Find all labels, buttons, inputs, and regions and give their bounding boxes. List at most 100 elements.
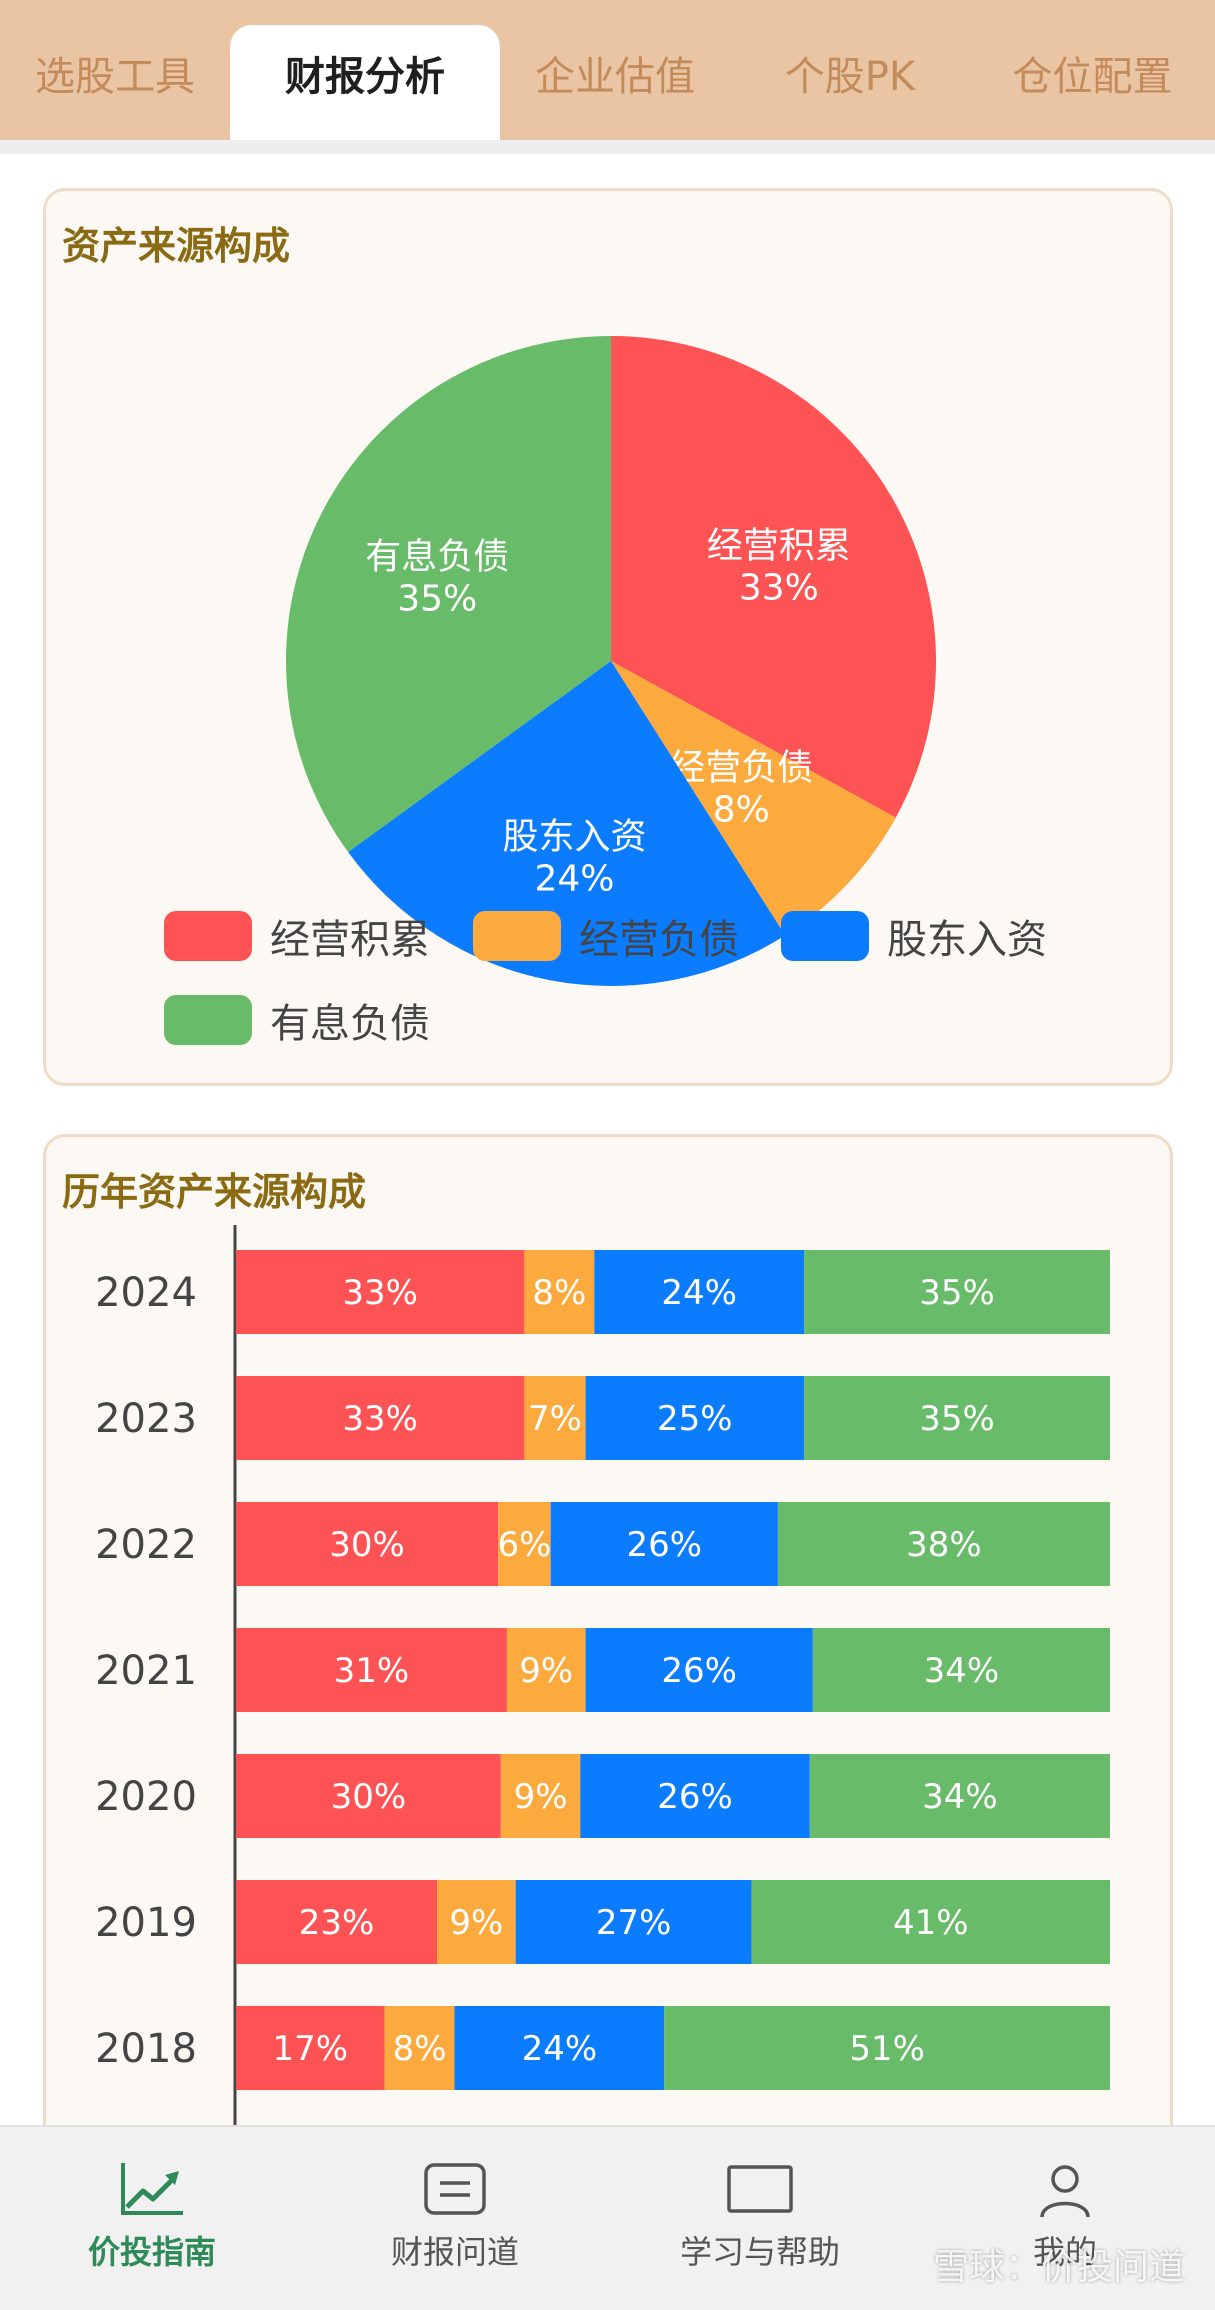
bar-segment[interactable] [236,1754,501,1838]
legend-item-interest-bearing-debt[interactable]: 有息负债 [164,991,430,1049]
nav-item-profile[interactable]: 我的 [935,2127,1195,2310]
bar-segment[interactable] [524,1376,586,1460]
bar-segment-value-label: 25% [657,1399,733,1439]
bar-segment-value-label: 8% [532,1273,586,1313]
bar-segment[interactable] [751,1880,1110,1964]
bar-segment-value-label: 34% [924,1651,1000,1691]
bar-segment[interactable] [580,1754,810,1838]
bar-segment-value-label: 9% [519,1651,573,1691]
bar-segment[interactable] [812,1628,1110,1712]
pie-slice[interactable] [611,336,937,818]
bar-segment[interactable] [550,1502,778,1586]
bar-segment-value-label: 41% [893,1903,969,1943]
bar-segment-value-label: 17% [273,2029,349,2069]
bar-segment-value-label: 30% [329,1525,405,1565]
bar-segment[interactable] [384,2006,455,2090]
bar-segment[interactable] [777,1502,1110,1586]
user-icon [1040,2165,1090,2218]
watermark: 雪球：价投问道 [932,2247,1185,2288]
legend-item-operating-liabilities[interactable]: 经营负债 [473,907,739,965]
legend-item-operating-accumulation[interactable]: 经营积累 [164,907,430,965]
tab-position-allocation[interactable]: 仓位配置 [970,25,1215,140]
year-tick-label: 2023 [95,1396,197,1442]
pie-slice-name-label: 股东入资 [502,817,646,858]
tab-label: 财报分析 [285,53,445,100]
bar-segment-value-label: 26% [657,1777,733,1817]
nav-item-learning-help[interactable]: 学习与帮助 [630,2127,890,2310]
bar-segment[interactable] [454,2006,665,2090]
bar-segment[interactable] [500,1754,581,1838]
bar-segment[interactable] [236,1250,525,1334]
stacked-bar-chart: 2024 33% 8% 24% 35% 2023 33% 7% 25% 35% 2022 30% 6% 2… [95,1225,1110,2157]
tab-stock-picker[interactable]: 选股工具 [0,25,230,140]
nav-item-value-guide[interactable]: 价投指南 [22,2127,282,2310]
bar-segment[interactable] [664,2006,1110,2090]
pie-slice[interactable] [286,336,611,853]
bar-segment[interactable] [236,1880,438,1964]
bar-segment-value-label: 9% [449,1903,503,1943]
chart-trend-icon [121,2163,183,2215]
bar-segment[interactable] [804,1250,1110,1334]
bar-segment[interactable] [236,1628,507,1712]
year-tick-label: 2022 [95,1522,197,1568]
bar-segment-value-label: 7% [528,1399,582,1439]
bar-segment-value-label: 30% [331,1777,407,1817]
legend-swatch [473,911,561,961]
bar-segment-value-label: 34% [922,1777,998,1817]
bar-segment[interactable] [437,1880,516,1964]
bar-segment[interactable] [585,1628,813,1712]
nav-label: 财报问道 [390,2233,519,2271]
tab-valuation[interactable]: 企业估值 [500,25,730,140]
legend-label: 股东入资 [887,917,1047,963]
year-tick-label: 2020 [95,1774,197,1820]
bar-segment-value-label: 35% [919,1273,995,1313]
bar-segment[interactable] [585,1376,805,1460]
legend-swatch [164,911,252,961]
bar-segment[interactable] [515,1880,752,1964]
year-tick-label: 2024 [95,1270,197,1316]
yearly-asset-source-card: 历年资产来源构成 2024 33% 8% 24% 35% 2023 33% 7% 25% 35% 2… [43,1134,1173,2157]
nav-label: 学习与帮助 [679,2233,840,2271]
tab-stock-pk[interactable]: 个股PK [730,25,970,140]
legend-swatch [781,911,869,961]
document-icon [424,2163,486,2215]
pie-slice-name-label: 有息负债 [365,536,509,577]
bar-segment[interactable] [524,1250,595,1334]
bar-segment[interactable] [594,1250,805,1334]
bar-segment-value-label: 24% [522,2029,598,2069]
tab-label: 选股工具 [35,53,195,100]
tab-label: 个股PK [784,53,916,100]
bar-segment[interactable] [804,1376,1110,1460]
year-tick-label: 2021 [95,1648,197,1694]
bar-segment[interactable] [236,2006,385,2090]
pie-slice-name-label: 经营积累 [707,526,851,567]
bar-segment[interactable] [506,1628,586,1712]
pie-slice[interactable] [348,661,786,986]
bar-segment-value-label: 26% [626,1525,702,1565]
bottom-nav: 价投指南 财报问道 学习与帮助 我的 雪球：价投问道 [0,2125,1215,2310]
bar-segment-value-label: 38% [906,1525,982,1565]
legend-item-shareholder-investment[interactable]: 股东入资 [781,907,1047,965]
legend-label: 有息负债 [270,1001,430,1047]
legend-swatch [164,995,252,1045]
bar-segment[interactable] [809,1754,1110,1838]
bar-segment-value-label: 33% [342,1273,418,1313]
nav-item-report-qa[interactable]: 财报问道 [325,2127,585,2310]
bar-segment-value-label: 27% [596,1903,672,1943]
pie-slice-name-label: 经营负债 [669,747,813,788]
bars-card-title: 历年资产来源构成 [62,1170,367,1214]
pie-slice[interactable] [611,661,896,936]
bar-segment[interactable] [498,1502,551,1586]
pie-slice-value-label: 24% [534,859,614,900]
nav-label: 价投指南 [87,2233,216,2271]
pie-slice-value-label: 8% [713,789,770,830]
tab-label: 仓位配置 [1012,53,1173,100]
tab-financial-analysis[interactable]: 财报分析 [230,25,500,140]
bar-segment[interactable] [236,1376,525,1460]
year-tick-label: 2018 [95,2026,197,2072]
bar-segment-value-label: 6% [497,1525,551,1565]
top-tab-bar: 选股工具 财报分析 企业估值 个股PK 仓位配置 [0,0,1215,140]
bar-segment[interactable] [236,1502,499,1586]
legend-label: 经营积累 [270,917,430,963]
